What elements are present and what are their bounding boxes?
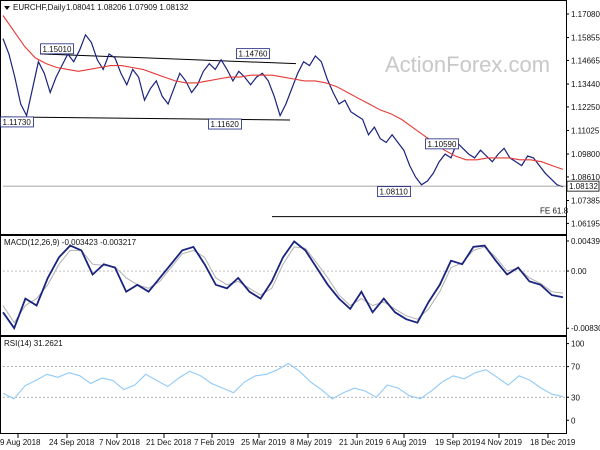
annotation-box xyxy=(425,138,459,150)
price-y-tick-label: 1.14665 xyxy=(571,56,600,65)
rsi-y-tick-label: 30 xyxy=(571,393,580,402)
price-lines: FE 61.8 1.08132 xyxy=(2,15,600,218)
price-y-tick-label: 1.09800 xyxy=(571,150,600,159)
current-price-label: 1.08132 xyxy=(569,182,598,191)
price-y-tick-label: 1.06195 xyxy=(571,219,600,228)
price-line xyxy=(2,33,564,188)
price-y-tick-label: 1.11025 xyxy=(571,126,600,135)
rsi-layer: 100 70 30 0 xyxy=(2,340,585,425)
channel-top-line xyxy=(39,53,297,65)
macd-signal-line xyxy=(2,246,564,324)
x-tick-label: 21 Jun 2019 xyxy=(339,438,384,447)
annotation-label: 1.15010 xyxy=(43,45,72,54)
annotation-label: 1.11730 xyxy=(3,118,32,127)
price-y-tick-label: 1.12250 xyxy=(571,103,600,112)
x-tick-label: 21 Dec 2018 xyxy=(146,438,192,447)
annotation-box xyxy=(0,116,34,128)
header-triangle-icon xyxy=(4,6,10,10)
x-tick-label: 24 Sep 2018 xyxy=(49,438,95,447)
sma-line xyxy=(2,15,564,170)
rsi-y-tick-label: 0 xyxy=(571,416,576,425)
annotation-label: 1.08110 xyxy=(380,188,409,197)
rsi-panel-frame xyxy=(0,336,567,434)
current-price-box xyxy=(566,180,600,192)
macd-y-tick-label: -0.008306 xyxy=(571,324,600,333)
macd-y-tick-label: 0.00 xyxy=(571,267,587,276)
macd-layer: 0.004398 0.00 -0.008306 xyxy=(2,237,600,333)
x-tick-label: 19 Sep 2019 xyxy=(435,438,481,447)
macd-panel-frame xyxy=(0,235,567,336)
channel-bottom-line xyxy=(2,116,291,121)
annotation-box xyxy=(236,48,270,60)
rsi-title: RSI(14) 31.2621 xyxy=(4,339,63,348)
price-y-tick-label: 1.07385 xyxy=(571,197,600,206)
annotation-label: 1.10590 xyxy=(428,140,457,149)
fe-level-label: FE 61.8 xyxy=(540,207,569,216)
price-y-tick-label: 1.08610 xyxy=(571,173,600,182)
rsi-y-tick-label: 70 xyxy=(571,363,580,372)
annotation-label: 1.14760 xyxy=(239,50,268,59)
price-y-tick-label: 1.17080 xyxy=(571,10,600,19)
annotation-box xyxy=(377,186,411,197)
annotation-label: 1.11620 xyxy=(211,120,240,129)
header-ohlc: 1.08041 1.08206 1.07909 1.08132 xyxy=(66,3,189,12)
watermark: ActionForex.com xyxy=(385,52,550,77)
price-y-tick-label: 1.15855 xyxy=(571,34,600,43)
macd-line xyxy=(2,240,564,331)
x-tick-label: 18 Dec 2019 xyxy=(530,438,576,447)
x-tick-label: 7 Feb 2019 xyxy=(194,438,235,447)
macd-y-tick-label: 0.004398 xyxy=(571,237,600,246)
x-tick-label: 25 Mar 2019 xyxy=(241,438,286,447)
price-annotations: 1.15010 1.14760 1.11730 1.11620 1.10590 1.081… xyxy=(0,43,459,197)
price-y-tick-label: 1.13440 xyxy=(571,80,600,89)
rsi-line xyxy=(2,362,564,400)
x-tick-label: 9 Aug 2018 xyxy=(0,438,41,447)
x-axis-ticks: 9 Aug 2018 24 Sep 2018 7 Nov 2018 21 Dec 20… xyxy=(0,434,576,447)
price-y-ticks: 1.17080 1.15855 1.14665 1.13440 1.12250 1.110… xyxy=(566,10,600,228)
macd-title: MACD(12,26,9) -0.003423 -0.003217 xyxy=(4,238,137,247)
header-symbol: EURCHF,Daily xyxy=(13,3,65,12)
x-tick-label: 7 Nov 2018 xyxy=(99,438,140,447)
x-tick-label: 4 Nov 2019 xyxy=(481,438,522,447)
annotation-box xyxy=(40,43,74,55)
x-tick-label: 8 May 2019 xyxy=(290,438,332,447)
rsi-y-tick-label: 100 xyxy=(571,340,585,349)
annotation-box xyxy=(208,118,242,130)
x-tick-label: 6 Aug 2019 xyxy=(386,438,427,447)
